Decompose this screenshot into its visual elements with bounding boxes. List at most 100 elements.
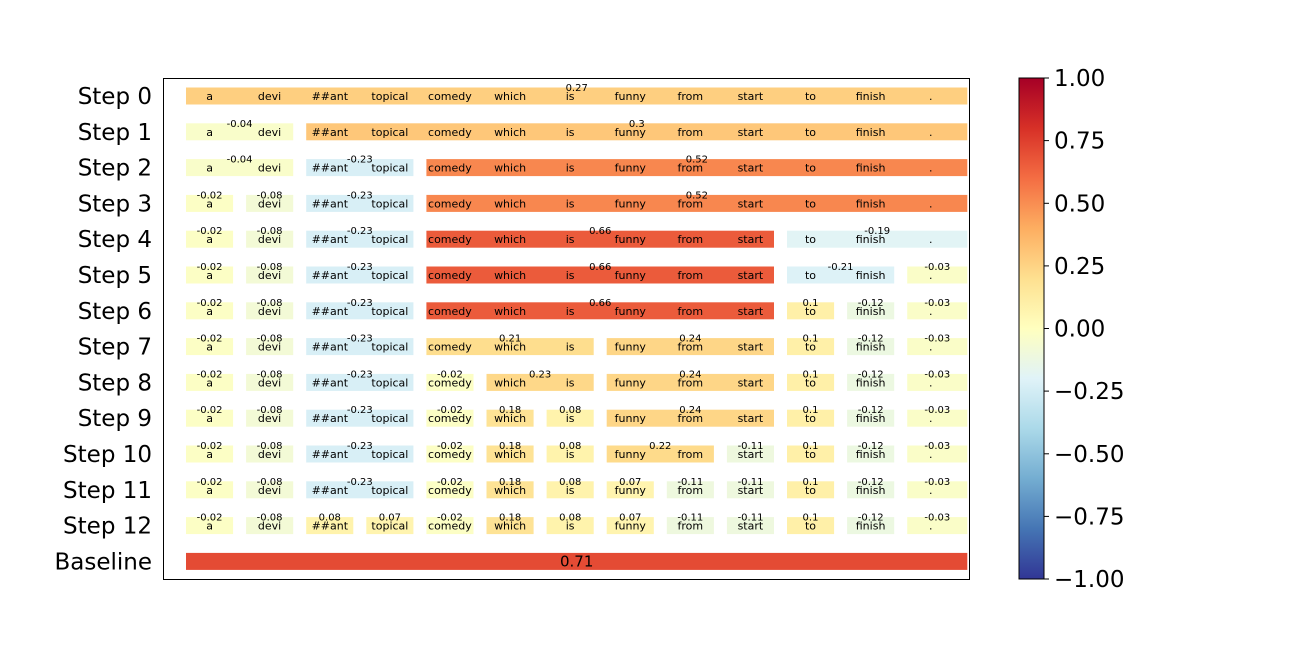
token-label: which (494, 376, 526, 389)
attribution-bar (907, 266, 968, 284)
row-label: Step 3 (78, 191, 152, 217)
attribution-bar (847, 517, 895, 535)
token-label: devi (258, 520, 281, 533)
heatmap-row (186, 230, 968, 248)
attribution-value-label: 0.52 (686, 190, 708, 201)
attribution-bar (606, 445, 714, 463)
attribution-bar (426, 159, 968, 177)
token-label: finish (856, 233, 886, 246)
token-label: from (677, 484, 703, 497)
heatmap-row (186, 338, 968, 356)
token-label: to (805, 484, 816, 497)
attribution-value-label: -0.08 (257, 369, 283, 380)
token-label: a (206, 90, 213, 103)
token-label: start (738, 448, 764, 461)
attribution-bar (306, 517, 354, 535)
attribution-value-label: -0.02 (197, 477, 223, 488)
attribution-value-label: -0.02 (197, 334, 223, 345)
token-label: is (566, 376, 575, 389)
heatmap-row (186, 445, 968, 463)
attribution-bar (787, 302, 835, 320)
token-label: ##ant (312, 197, 349, 210)
attribution-bar (306, 445, 414, 463)
token-label: finish (856, 484, 886, 497)
attribution-bar (426, 517, 474, 535)
attribution-value-label: -0.23 (347, 405, 373, 416)
attribution-bar (486, 517, 534, 535)
attribution-bar (186, 517, 234, 535)
token-label: which (494, 412, 526, 425)
token-label: to (805, 162, 816, 175)
attribution-value-label: -0.03 (924, 477, 950, 488)
attribution-value-label: 0.1 (803, 405, 819, 416)
attribution-value-label: -0.08 (257, 262, 283, 273)
heatmap-row (186, 266, 968, 284)
attribution-value-label: -0.03 (924, 334, 950, 345)
attribution-bar (246, 481, 294, 499)
token-label: a (206, 520, 213, 533)
attribution-value-label: -0.11 (677, 477, 703, 488)
attribution-value-label: -0.08 (257, 190, 283, 201)
colorbar-tick-label: −0.75 (1054, 504, 1124, 530)
attribution-value-label: -0.02 (437, 477, 463, 488)
token-label: which (494, 126, 526, 139)
attribution-bar (666, 517, 714, 535)
token-label: funny (615, 484, 647, 497)
attribution-bar (787, 409, 835, 427)
attribution-bar (666, 481, 714, 499)
token-label: a (206, 126, 213, 139)
colorbar-tick-label: −0.25 (1054, 379, 1124, 405)
token-label: start (738, 90, 764, 103)
attribution-bar (306, 123, 968, 141)
attribution-bar (847, 338, 895, 356)
attribution-value-label: 0.08 (559, 513, 581, 524)
token-label: topical (371, 305, 408, 318)
token-label: . (929, 412, 933, 425)
baseline-bar (186, 552, 968, 570)
baseline-value-label: 0.71 (560, 552, 593, 570)
attribution-bar (306, 194, 414, 212)
attribution-bar (186, 159, 294, 177)
token-label: topical (371, 520, 408, 533)
token-label: finish (856, 162, 886, 175)
attribution-value-label: -0.02 (197, 441, 223, 452)
attribution-bar (246, 373, 294, 391)
row-label: Step 2 (78, 156, 152, 182)
attribution-value-label: 0.1 (803, 477, 819, 488)
attribution-value-label: -0.02 (437, 369, 463, 380)
token-label: is (566, 233, 575, 246)
token-label: comedy (428, 162, 472, 175)
attribution-value-label: 0.1 (803, 298, 819, 309)
attribution-bar (787, 338, 835, 356)
heatmap-value-labels: 0.27 a devi ##ant topical comedy which is funny f… (197, 83, 951, 570)
token-label: funny (615, 162, 647, 175)
token-label: topical (371, 269, 408, 282)
attribution-value-label: -0.11 (738, 477, 764, 488)
attribution-bar (306, 230, 414, 248)
heatmap-row (186, 302, 968, 320)
token-label: devi (258, 484, 281, 497)
attribution-value-label: 0.18 (499, 513, 521, 524)
attribution-value-label: 0.07 (619, 477, 641, 488)
attribution-value-label: -0.12 (858, 441, 884, 452)
token-label: funny (615, 412, 647, 425)
token-label: finish (856, 305, 886, 318)
attribution-bar (606, 373, 774, 391)
attribution-bar (486, 445, 534, 463)
token-label: ##ant (312, 376, 349, 389)
attribution-value-label: -0.23 (347, 298, 373, 309)
token-label: from (677, 448, 703, 461)
attribution-bar (306, 302, 414, 320)
attribution-value-label: -0.08 (257, 441, 283, 452)
token-label: a (206, 269, 213, 282)
token-label: funny (615, 233, 647, 246)
attribution-bar (186, 373, 234, 391)
attribution-value-label: 0.1 (803, 513, 819, 524)
attribution-bar (486, 481, 534, 499)
token-label: start (738, 162, 764, 175)
colorbar: 1.00 0.75 0.50 0.25 0.00 −0.25 −0.50 −0.75 −1.00 (1018, 66, 1124, 593)
token-label: start (738, 376, 764, 389)
attribution-value-label: -0.02 (197, 298, 223, 309)
attribution-bar (486, 409, 534, 427)
token-label: is (566, 341, 575, 354)
